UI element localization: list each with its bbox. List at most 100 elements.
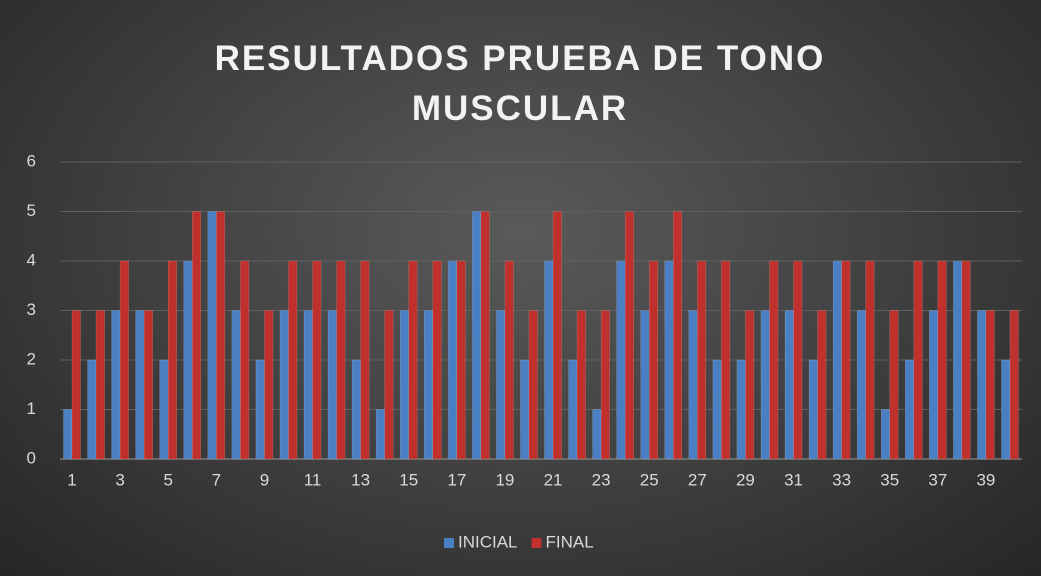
bar bbox=[1009, 310, 1019, 460]
bar bbox=[841, 260, 851, 460]
x-tick-label: 11 bbox=[304, 470, 322, 489]
bar bbox=[472, 211, 482, 460]
bar bbox=[520, 359, 530, 460]
bar bbox=[87, 359, 97, 460]
bar bbox=[183, 260, 193, 460]
x-tick-label: 3 bbox=[115, 470, 124, 489]
bar bbox=[240, 260, 250, 460]
bar bbox=[119, 260, 129, 460]
bar bbox=[985, 310, 995, 460]
bar bbox=[480, 211, 490, 460]
bar bbox=[63, 409, 73, 460]
chart-title: RESULTADOS PRUEBA DE TONO MUSCULAR bbox=[214, 39, 826, 128]
bar bbox=[255, 359, 265, 460]
bar bbox=[616, 260, 626, 460]
bar bbox=[544, 260, 554, 460]
bar bbox=[1001, 359, 1011, 460]
bar bbox=[432, 260, 442, 460]
bar bbox=[456, 260, 466, 460]
bar bbox=[664, 260, 674, 460]
y-tick-label: 5 bbox=[27, 201, 36, 220]
bar bbox=[977, 310, 987, 460]
bar bbox=[937, 260, 947, 460]
x-tick-label: 15 bbox=[399, 470, 418, 489]
legend-swatch bbox=[444, 538, 454, 548]
bar bbox=[856, 310, 866, 460]
bar bbox=[576, 310, 586, 460]
bar bbox=[192, 211, 202, 460]
bar bbox=[231, 310, 241, 460]
bar bbox=[600, 310, 610, 460]
y-tick-label: 3 bbox=[27, 300, 36, 319]
y-tick-label: 6 bbox=[27, 151, 36, 170]
bar bbox=[673, 211, 683, 460]
x-tick-label: 39 bbox=[976, 470, 995, 489]
legend-label: INICIAL bbox=[458, 532, 518, 551]
x-tick-label: 31 bbox=[784, 470, 803, 489]
bar bbox=[351, 359, 361, 460]
bar bbox=[336, 260, 346, 460]
x-tick-label: 37 bbox=[928, 470, 947, 489]
bar bbox=[408, 260, 418, 460]
x-tick-label: 27 bbox=[688, 470, 707, 489]
x-tick-label: 9 bbox=[260, 470, 269, 489]
bar bbox=[817, 310, 827, 460]
bar bbox=[504, 260, 514, 460]
bar bbox=[688, 310, 698, 460]
x-tick-label: 35 bbox=[880, 470, 899, 489]
bar bbox=[961, 260, 971, 460]
bar bbox=[568, 359, 578, 460]
bar bbox=[424, 310, 434, 460]
bar bbox=[736, 359, 746, 460]
bar bbox=[865, 260, 875, 460]
bar bbox=[167, 260, 177, 460]
x-tick-label: 33 bbox=[832, 470, 851, 489]
bar bbox=[592, 409, 602, 460]
bar bbox=[793, 260, 803, 460]
y-tick-label: 2 bbox=[27, 349, 36, 368]
bar bbox=[288, 260, 298, 460]
bar bbox=[279, 310, 289, 460]
bar bbox=[360, 260, 370, 460]
bar bbox=[111, 310, 121, 460]
bar bbox=[832, 260, 842, 460]
bar bbox=[95, 310, 105, 460]
bar bbox=[312, 260, 322, 460]
bar bbox=[143, 310, 153, 460]
bar bbox=[697, 260, 707, 460]
bar bbox=[496, 310, 506, 460]
bar bbox=[216, 211, 226, 460]
y-tick-label: 0 bbox=[27, 448, 36, 467]
x-tick-label: 25 bbox=[640, 470, 659, 489]
x-tick-label: 23 bbox=[592, 470, 611, 489]
bar bbox=[913, 260, 923, 460]
bar bbox=[624, 211, 634, 460]
bar bbox=[71, 310, 81, 460]
bar bbox=[303, 310, 313, 460]
y-tick-label: 1 bbox=[27, 399, 36, 418]
y-tick-label: 4 bbox=[27, 250, 36, 269]
bar bbox=[880, 409, 890, 460]
bar bbox=[784, 310, 794, 460]
bar bbox=[448, 260, 458, 460]
x-tick-label: 17 bbox=[447, 470, 466, 489]
bar bbox=[640, 310, 650, 460]
bar bbox=[207, 211, 217, 460]
bar bbox=[889, 310, 899, 460]
bar bbox=[953, 260, 963, 460]
bar bbox=[760, 310, 770, 460]
bar bbox=[552, 211, 562, 460]
bar bbox=[745, 310, 755, 460]
x-tick-label: 1 bbox=[67, 470, 76, 489]
bar bbox=[327, 310, 337, 460]
bar bbox=[929, 310, 939, 460]
bar bbox=[712, 359, 722, 460]
legend-label: FINAL bbox=[546, 532, 594, 551]
bar bbox=[808, 359, 818, 460]
bar bbox=[159, 359, 169, 460]
x-tick-label: 21 bbox=[544, 470, 563, 489]
bar bbox=[769, 260, 779, 460]
bar bbox=[135, 310, 145, 460]
